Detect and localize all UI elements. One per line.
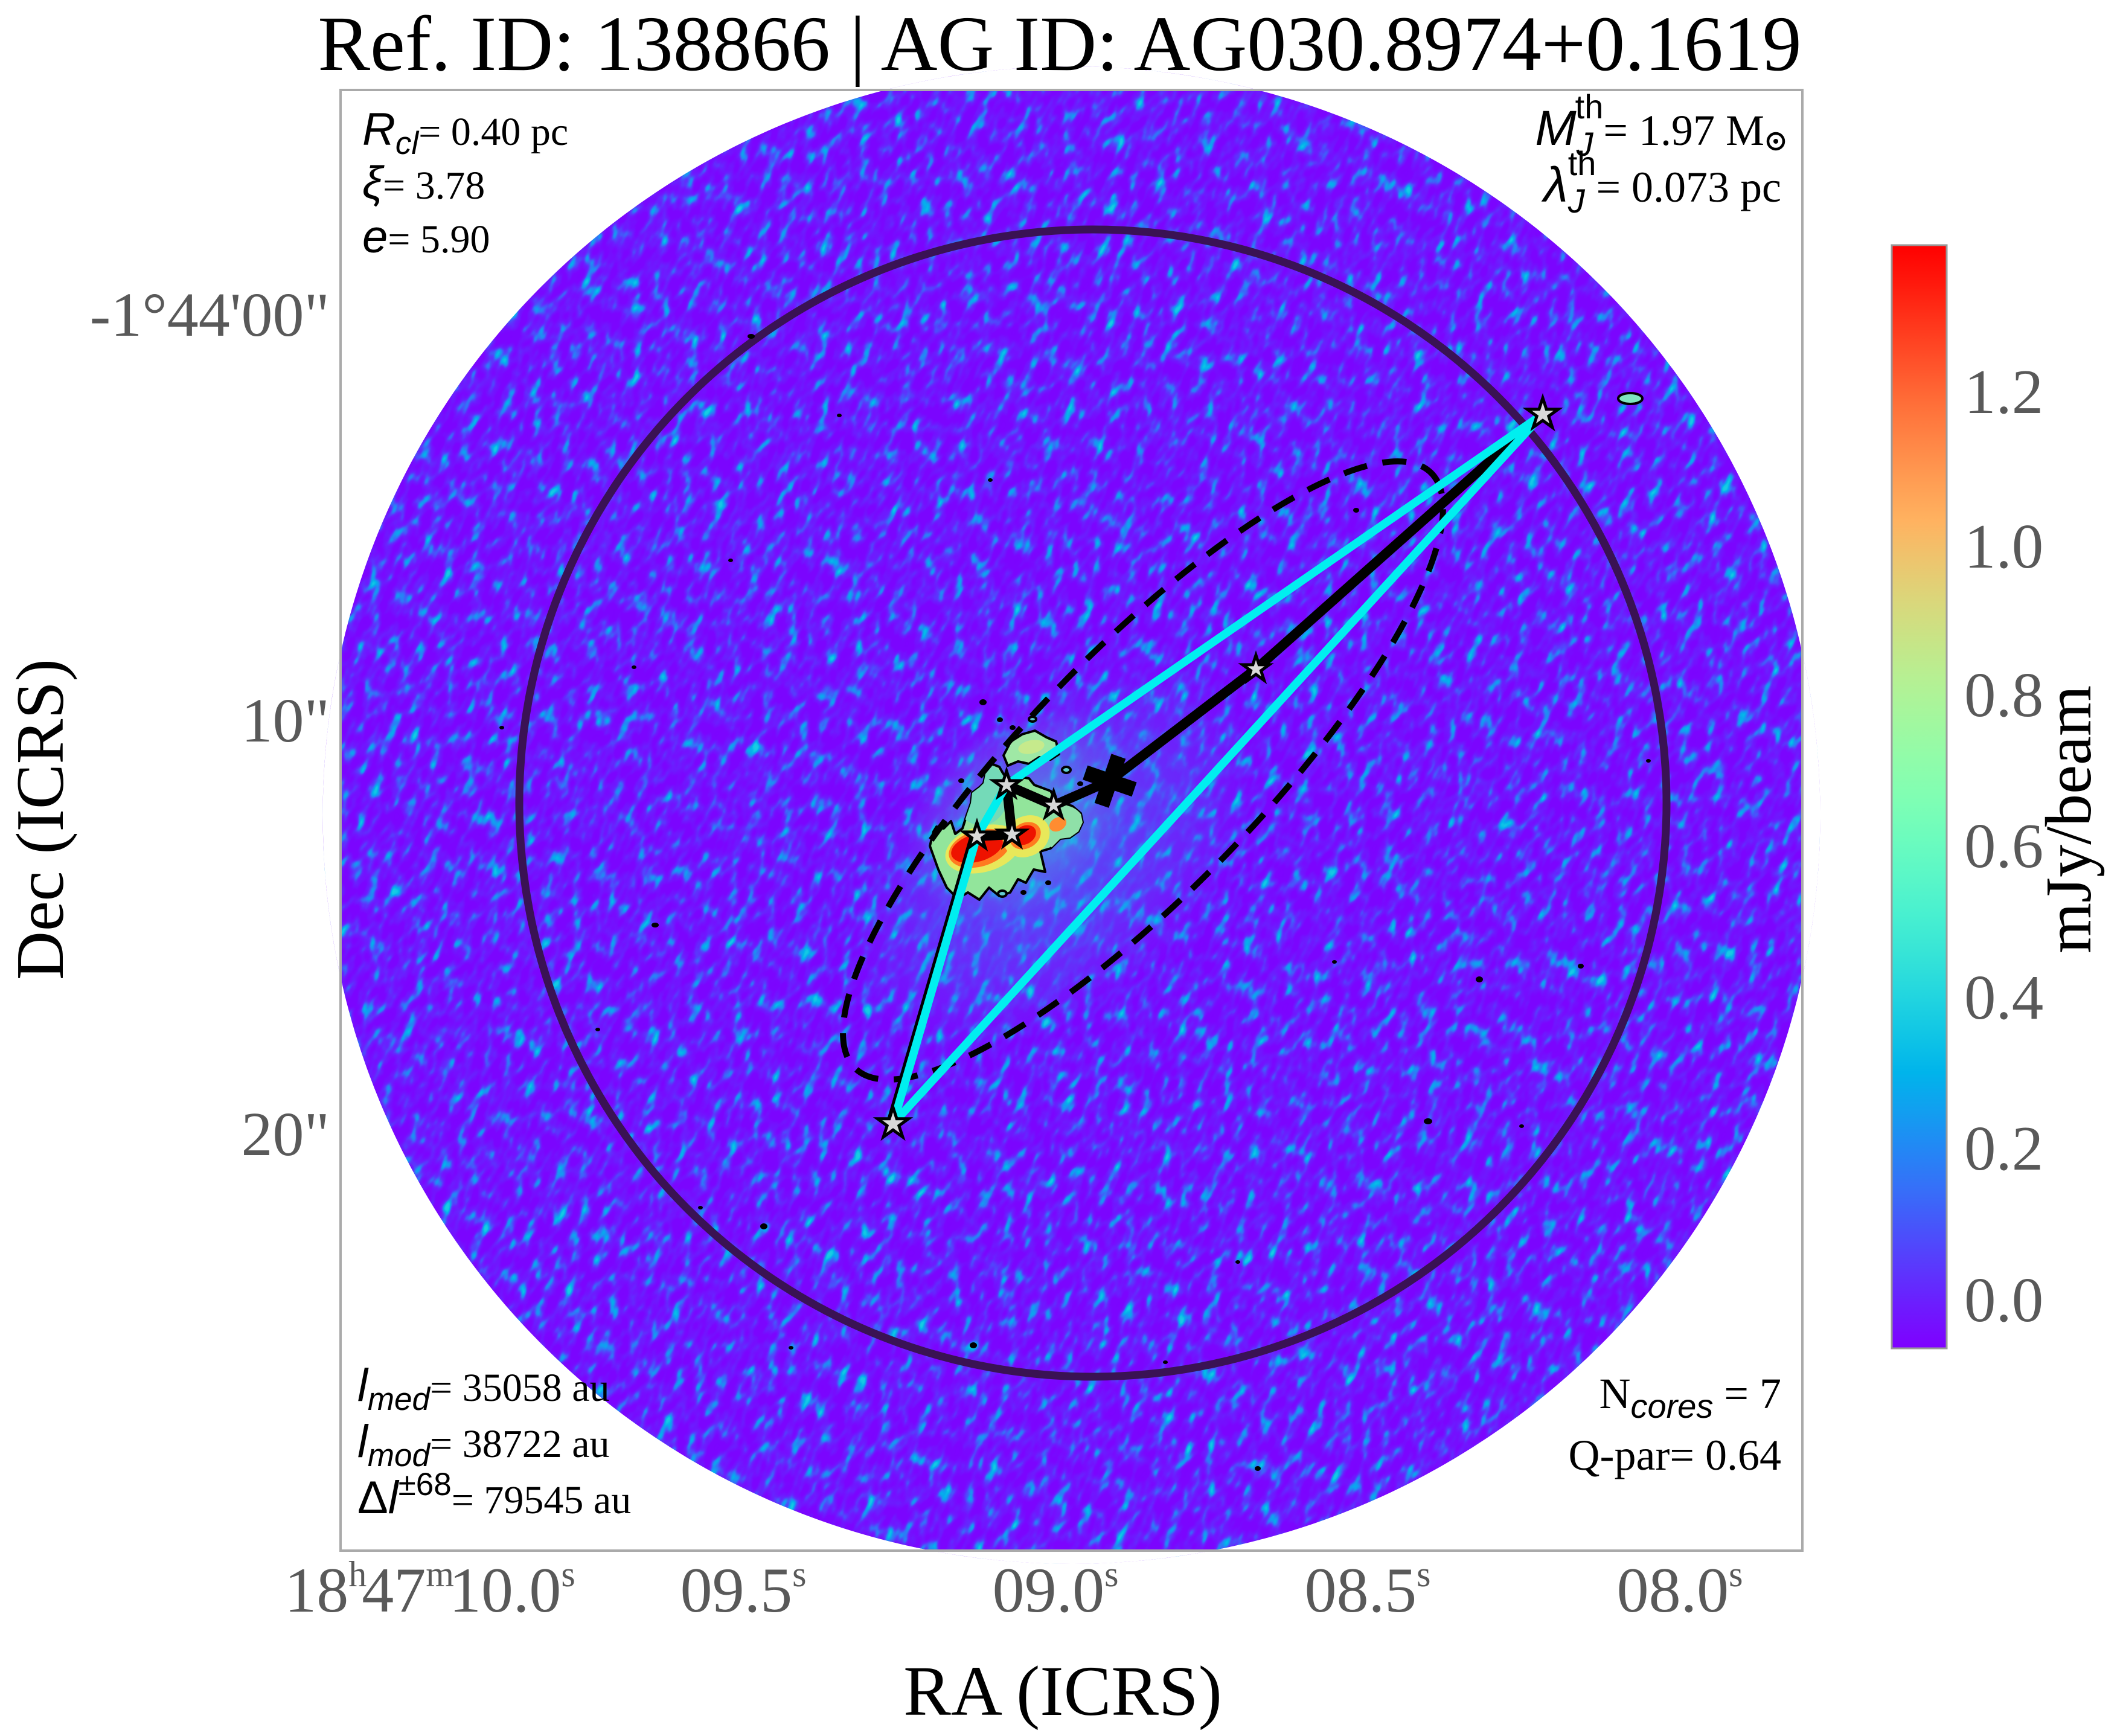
svg-text:lmed= 35058 au: lmed= 35058 au xyxy=(357,1360,610,1417)
svg-text:0.4: 0.4 xyxy=(1964,962,2043,1033)
svg-text:10": 10" xyxy=(242,686,330,755)
svg-text:08.0s: 08.0s xyxy=(1617,1554,1743,1625)
svg-text:0.2: 0.2 xyxy=(1964,1113,2043,1183)
svg-text:lmod= 38722 au: lmod= 38722 au xyxy=(357,1416,610,1473)
svg-text:0.0: 0.0 xyxy=(1964,1264,2043,1335)
svg-text:0.8: 0.8 xyxy=(1964,659,2043,730)
svg-text:Ncores = 7: Ncores = 7 xyxy=(1599,1369,1781,1425)
svg-text:08.5s: 08.5s xyxy=(1305,1554,1431,1625)
svg-text:09.5s: 09.5s xyxy=(680,1554,807,1625)
svg-text:λJth= 0.073 pc: λJth= 0.073 pc xyxy=(1541,144,1781,220)
svg-text:ξ= 3.78: ξ= 3.78 xyxy=(362,158,485,209)
svg-text:Q-par= 0.64: Q-par= 0.64 xyxy=(1568,1431,1781,1479)
svg-text:RA (ICRS): RA (ICRS) xyxy=(903,1651,1222,1731)
svg-text:-1°44'00": -1°44'00" xyxy=(90,280,330,350)
svg-text:Rcl= 0.40 pc: Rcl= 0.40 pc xyxy=(362,104,568,161)
svg-text:0.6: 0.6 xyxy=(1964,810,2043,881)
svg-text:mJy/beam: mJy/beam xyxy=(2033,685,2105,953)
svg-text:20": 20" xyxy=(242,1100,330,1169)
svg-text:Δl±68= 79545 au: Δl±68= 79545 au xyxy=(357,1467,631,1523)
svg-text:MJth= 1.97 M: MJth= 1.97 M xyxy=(1535,88,1764,163)
svg-text:18h47m10.0s: 18h47m10.0s xyxy=(284,1554,575,1625)
svg-text:e= 5.90: e= 5.90 xyxy=(362,211,490,263)
svg-text:09.0s: 09.0s xyxy=(993,1554,1119,1625)
svg-text:1.0: 1.0 xyxy=(1964,511,2043,581)
svg-text:1.2: 1.2 xyxy=(1964,356,2043,427)
svg-text:Dec (ICRS): Dec (ICRS) xyxy=(3,659,78,980)
svg-text:Ref. ID: 138866 | AG ID: AG030: Ref. ID: 138866 | AG ID: AG030.8974+0.16… xyxy=(318,1,1801,88)
